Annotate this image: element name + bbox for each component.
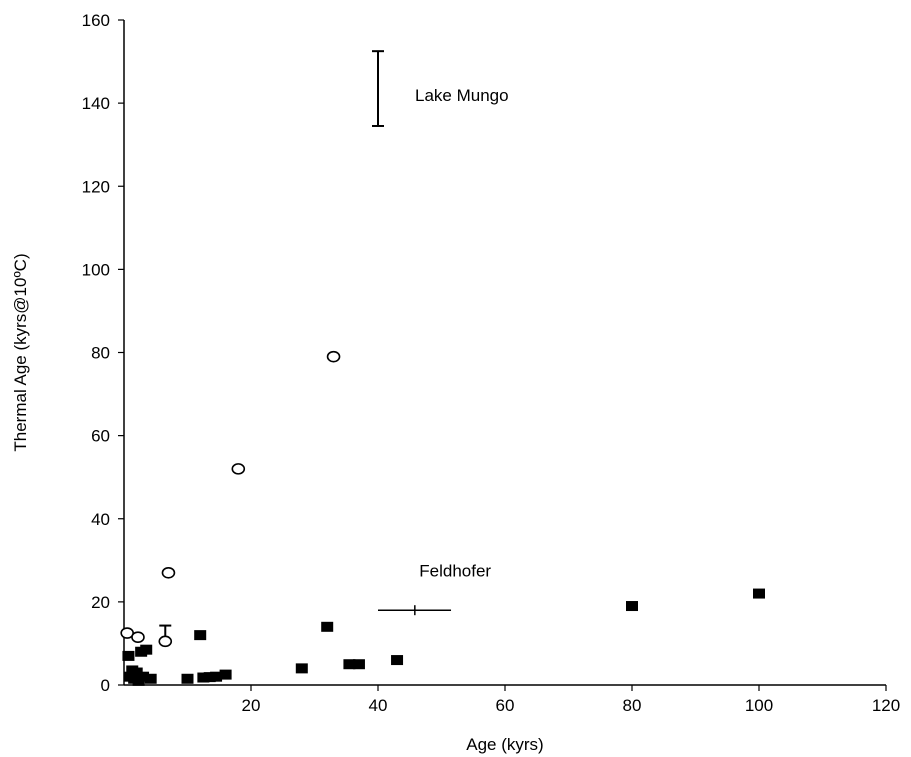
x-tick-label: 80 <box>623 696 642 715</box>
error-bars <box>159 50 452 643</box>
data-point-square <box>122 650 135 661</box>
data-point-square <box>140 644 153 655</box>
annotation-lake-mungo: Lake Mungo <box>415 86 509 105</box>
y-tick-label: 40 <box>91 510 110 529</box>
data-point-square <box>137 671 150 682</box>
data-point-square <box>321 621 334 632</box>
x-tick-label: 100 <box>745 696 773 715</box>
y-tick-label: 20 <box>91 593 110 612</box>
data-point-square <box>210 671 223 682</box>
x-axis-title: Age (kyrs) <box>466 735 543 754</box>
data-point-square <box>197 672 210 683</box>
axes <box>123 20 886 686</box>
tick-labels: 0 20 40 60 80 100 120 140 160 20 40 60 80 100 120 <box>82 11 901 715</box>
x-tick-label: 60 <box>496 696 515 715</box>
x-tick-label: 120 <box>872 696 900 715</box>
data-point-circle <box>231 463 246 475</box>
y-tick-label: 60 <box>91 427 110 446</box>
y-tick-label: 160 <box>82 11 110 30</box>
data-point-square <box>343 659 356 670</box>
y-tick-label: 100 <box>82 260 110 279</box>
data-point-square <box>144 673 157 684</box>
data-point-circle <box>158 635 173 648</box>
tick-marks <box>118 19 887 691</box>
annotation-feldhofer: Feldhofer <box>419 562 491 581</box>
data-point-square <box>203 672 216 683</box>
x-tick-label: 40 <box>369 696 388 715</box>
data-point-square <box>626 601 638 612</box>
data-points <box>120 350 765 686</box>
data-point-circle <box>161 566 176 579</box>
data-point-square <box>219 669 232 680</box>
data-point-square <box>130 667 143 678</box>
x-tick-label: 20 <box>242 696 261 715</box>
y-tick-label: 120 <box>82 177 110 196</box>
data-point-circle <box>131 631 145 644</box>
data-point-circle <box>120 627 134 639</box>
data-point-square <box>194 630 207 641</box>
y-tick-label: 0 <box>101 676 110 695</box>
y-tick-label: 140 <box>82 94 110 113</box>
y-tick-label: 80 <box>91 344 110 363</box>
data-point-square <box>352 659 365 670</box>
data-point-square <box>181 673 194 684</box>
data-point-square <box>753 588 765 599</box>
y-axis-title: Thermal Age (kyrs@10ºC) <box>11 253 30 451</box>
data-point-square <box>391 655 404 666</box>
data-point-circle <box>326 350 341 363</box>
data-point-square <box>295 663 308 674</box>
